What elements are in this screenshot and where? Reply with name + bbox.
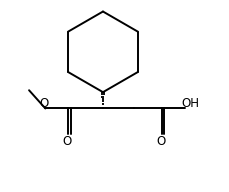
Text: O: O [156,135,165,148]
Text: O: O [40,97,49,110]
Text: O: O [63,135,72,148]
Text: OH: OH [181,97,199,110]
